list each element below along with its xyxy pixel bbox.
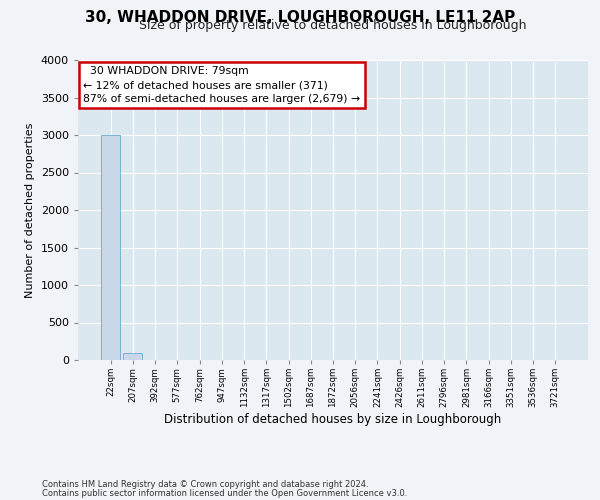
Text: Contains HM Land Registry data © Crown copyright and database right 2024.: Contains HM Land Registry data © Crown c… (42, 480, 368, 489)
Y-axis label: Number of detached properties: Number of detached properties (25, 122, 35, 298)
Text: 30, WHADDON DRIVE, LOUGHBOROUGH, LE11 2AP: 30, WHADDON DRIVE, LOUGHBOROUGH, LE11 2A… (85, 10, 515, 25)
Bar (101, 135, 120, 360)
Title: Size of property relative to detached houses in Loughborough: Size of property relative to detached ho… (139, 20, 527, 32)
X-axis label: Distribution of detached houses by size in Loughborough: Distribution of detached houses by size … (164, 413, 502, 426)
Text: 30 WHADDON DRIVE: 79sqm  
← 12% of detached houses are smaller (371)
87% of semi: 30 WHADDON DRIVE: 79sqm ← 12% of detache… (83, 66, 360, 104)
Bar (124, 352, 142, 360)
Text: Contains public sector information licensed under the Open Government Licence v3: Contains public sector information licen… (42, 489, 407, 498)
